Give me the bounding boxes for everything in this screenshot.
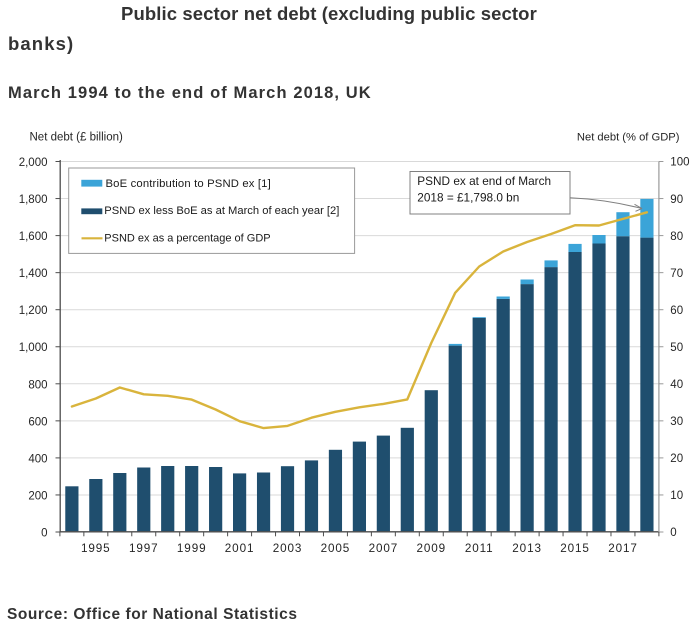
svg-text:2017: 2017 <box>608 542 638 555</box>
svg-text:400: 400 <box>28 453 47 465</box>
svg-text:70: 70 <box>670 268 683 280</box>
svg-text:30: 30 <box>670 416 683 428</box>
svg-text:200: 200 <box>28 490 47 502</box>
svg-text:2001: 2001 <box>225 542 255 555</box>
svg-text:BoE contribution to PSND ex [1: BoE contribution to PSND ex [1] <box>106 178 271 190</box>
svg-text:20: 20 <box>670 453 683 465</box>
svg-text:PSND ex as a percentage of GDP: PSND ex as a percentage of GDP <box>104 233 270 245</box>
svg-text:2013: 2013 <box>512 542 542 555</box>
svg-text:2003: 2003 <box>273 542 303 555</box>
svg-text:1999: 1999 <box>177 542 207 555</box>
svg-text:2009: 2009 <box>416 542 446 555</box>
svg-text:1,400: 1,400 <box>19 268 48 280</box>
svg-text:1,200: 1,200 <box>19 305 48 317</box>
svg-text:800: 800 <box>28 379 47 391</box>
svg-text:1,800: 1,800 <box>19 194 48 206</box>
svg-text:100: 100 <box>670 157 689 169</box>
svg-text:10: 10 <box>670 490 683 502</box>
svg-text:PSND ex at end of March: PSND ex at end of March <box>417 174 551 188</box>
svg-text:60: 60 <box>670 305 683 317</box>
svg-text:0: 0 <box>41 528 47 540</box>
svg-text:1,600: 1,600 <box>19 231 48 243</box>
svg-text:1997: 1997 <box>129 542 159 555</box>
svg-text:2,000: 2,000 <box>19 157 48 169</box>
svg-text:Net debt (£ billion): Net debt (£ billion) <box>30 132 123 144</box>
svg-text:2005: 2005 <box>321 542 351 555</box>
svg-text:50: 50 <box>670 342 683 354</box>
svg-text:1995: 1995 <box>81 542 111 555</box>
svg-text:1,000: 1,000 <box>19 342 48 354</box>
svg-text:2007: 2007 <box>369 542 399 555</box>
svg-text:90: 90 <box>670 194 683 206</box>
svg-text:40: 40 <box>670 379 683 391</box>
svg-text:Net debt (% of GDP): Net debt (% of GDP) <box>577 132 680 144</box>
svg-text:PSND ex less BoE as at March o: PSND ex less BoE as at March of each yea… <box>104 205 339 217</box>
svg-text:600: 600 <box>28 416 47 428</box>
svg-text:2015: 2015 <box>560 542 590 555</box>
svg-text:2018 = £1,798.0 bn: 2018 = £1,798.0 bn <box>417 191 519 205</box>
svg-text:80: 80 <box>670 231 683 243</box>
svg-text:0: 0 <box>670 527 676 539</box>
svg-text:2011: 2011 <box>465 542 494 555</box>
